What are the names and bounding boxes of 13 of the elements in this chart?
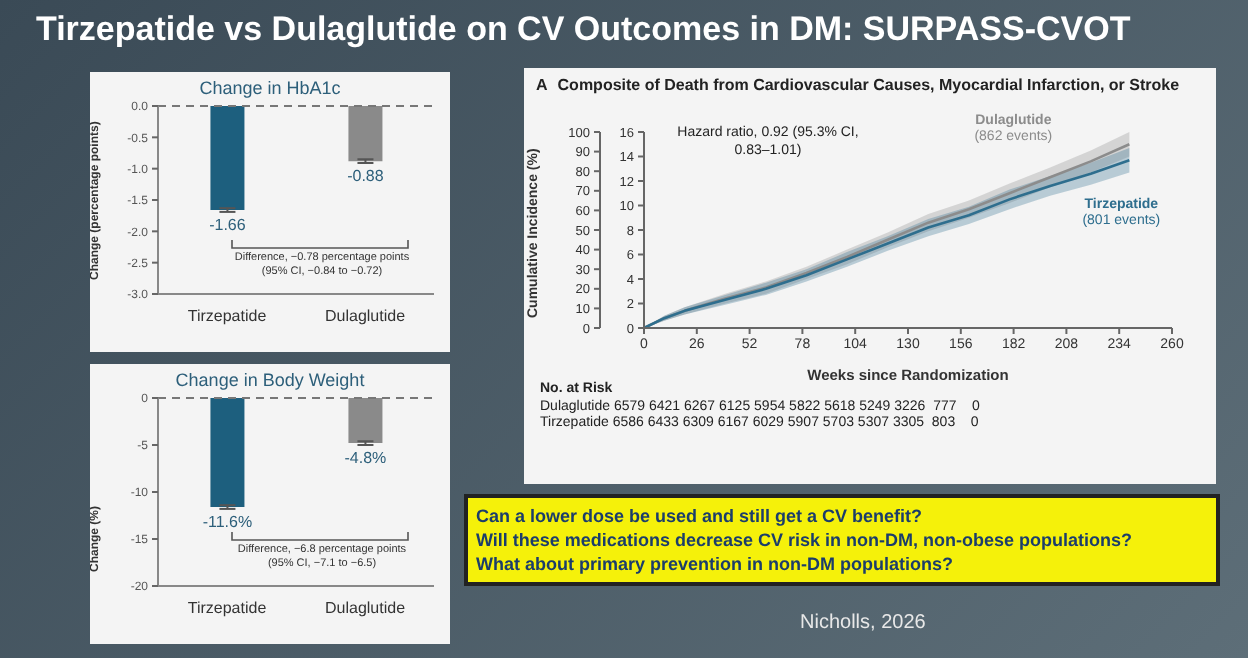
text: Can a lower dose be used and still get a CV benefit?	[476, 504, 925, 528]
data-label: -0.88	[347, 167, 385, 186]
text: Tirzepatide vs Dulaglutide on CV Outcomes in DM: SURPASS-CVOT	[36, 10, 1131, 50]
data-label: -1.66	[209, 216, 247, 235]
text: What about primary prevention in non-DM populations?	[476, 552, 955, 576]
text: Will these medications decrease CV risk in non-DM, non-obese populations?	[476, 528, 1134, 552]
chart-title: Composite of Death from Cardiovascular Causes, Myocardial Infarction, or Stroke	[557, 76, 1180, 96]
data-label: -4.8%	[344, 449, 387, 468]
text: Nicholls, 2026	[800, 612, 926, 634]
chart-title: Change in HbA1c	[197, 78, 343, 98]
data-label: -11.6%	[202, 513, 253, 532]
chart-title: Change in Body Weight	[173, 370, 367, 390]
text: A	[536, 76, 548, 96]
